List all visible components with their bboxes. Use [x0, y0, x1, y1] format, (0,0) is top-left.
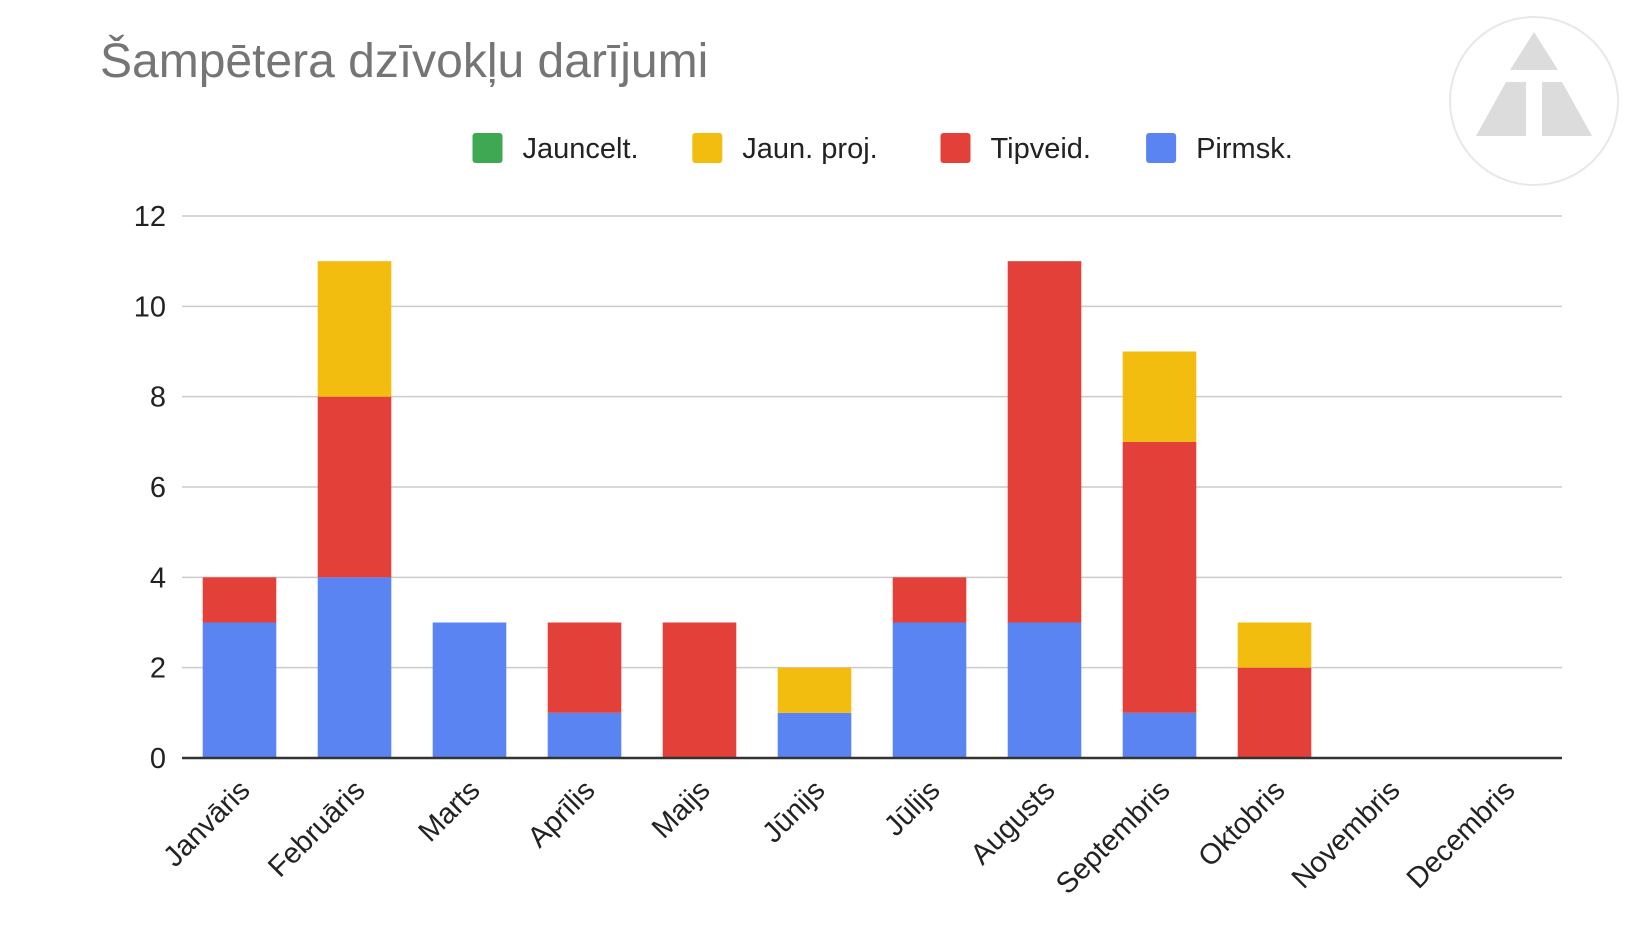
bar-stack-5: [777, 667, 852, 758]
bar-segment: [777, 712, 852, 758]
gridlines: [182, 215, 1562, 669]
x-tick-label: Maijs: [646, 774, 716, 844]
legend-item: Pirmsk.: [1146, 133, 1293, 165]
y-tick-label: 12: [134, 201, 166, 233]
x-tick-label: Augusts: [965, 774, 1062, 871]
x-axis: Janvāris Februāris Marts Aprīlis Maijs Jūnijs…: [157, 756, 1562, 901]
triangle-logo-icon: [1476, 32, 1592, 136]
legend-item: Jauncelt.: [472, 133, 639, 165]
bar-segment: [1122, 712, 1197, 758]
legend-item: Jaun. proj.: [692, 133, 878, 165]
bar-segment: [202, 577, 277, 623]
watermark-logo: [1449, 16, 1619, 186]
y-axis: 0 2 4 6 8 10 12: [134, 201, 166, 775]
watermark-circle: [1449, 16, 1619, 186]
legend-swatch: [692, 133, 723, 163]
bar-segment: [1007, 622, 1082, 758]
chart-title: Šampētera dzīvokļu darījumi: [100, 34, 708, 88]
bar-stack-8: [1122, 351, 1197, 758]
bar-segment: [1122, 351, 1197, 442]
bar-stack-6: [892, 577, 967, 758]
bars: [202, 261, 1312, 758]
bar-stack-4: [662, 622, 737, 758]
bar-segment: [202, 622, 277, 758]
bar-segment: [1007, 261, 1082, 623]
bar-segment: [892, 622, 967, 758]
bar-segment: [1237, 667, 1312, 758]
bar-stack-9: [1237, 622, 1312, 758]
bar-stack-1: [317, 261, 392, 758]
x-tick-label: Februāris: [262, 774, 371, 883]
bar-segment: [777, 667, 852, 713]
bar-segment: [317, 261, 392, 397]
bar-segment: [317, 396, 392, 578]
legend-item: Tipveid.: [940, 133, 1091, 165]
bar-stack-0: [202, 577, 277, 758]
y-tick-label: 4: [150, 562, 166, 594]
x-tick-label: Novembris: [1286, 774, 1407, 895]
y-tick-label: 10: [134, 291, 166, 323]
bar-stack-7: [1007, 261, 1082, 758]
legend-swatch: [472, 133, 503, 163]
x-tick-label: Septembris: [1050, 774, 1176, 900]
y-tick-label: 2: [150, 653, 166, 685]
legend-label: Jauncelt.: [523, 133, 639, 165]
x-tick-label: Oktobris: [1192, 774, 1291, 873]
legend-swatch: [940, 133, 971, 163]
bar-segment: [892, 577, 967, 623]
bar-segment: [317, 577, 392, 758]
legend: Jauncelt. Jaun. proj. Tipveid. Pirmsk.: [472, 133, 1293, 165]
legend-label: Jaun. proj.: [742, 133, 877, 165]
x-tick-label: Aprīlis: [522, 774, 602, 854]
x-tick-label: Decembris: [1401, 774, 1522, 895]
x-tick-label: Marts: [413, 774, 487, 848]
y-tick-label: 0: [150, 743, 166, 775]
y-tick-label: 8: [150, 382, 166, 414]
bar-segment: [547, 712, 622, 758]
bar-segment: [547, 622, 622, 713]
bar-stack-2: [432, 622, 507, 758]
x-tick-label: Jūlijs: [878, 774, 946, 842]
x-tick-label: Janvāris: [157, 774, 256, 873]
x-tick-label: Jūnijs: [756, 774, 831, 849]
bar-segment: [432, 622, 507, 758]
bar-stack-3: [547, 622, 622, 758]
legend-swatch: [1146, 133, 1177, 163]
legend-label: Pirmsk.: [1196, 133, 1293, 165]
bar-segment: [662, 622, 737, 758]
y-tick-label: 6: [150, 472, 166, 504]
bar-segment: [1237, 622, 1312, 668]
legend-label: Tipveid.: [991, 133, 1091, 165]
bar-segment: [1122, 441, 1197, 713]
